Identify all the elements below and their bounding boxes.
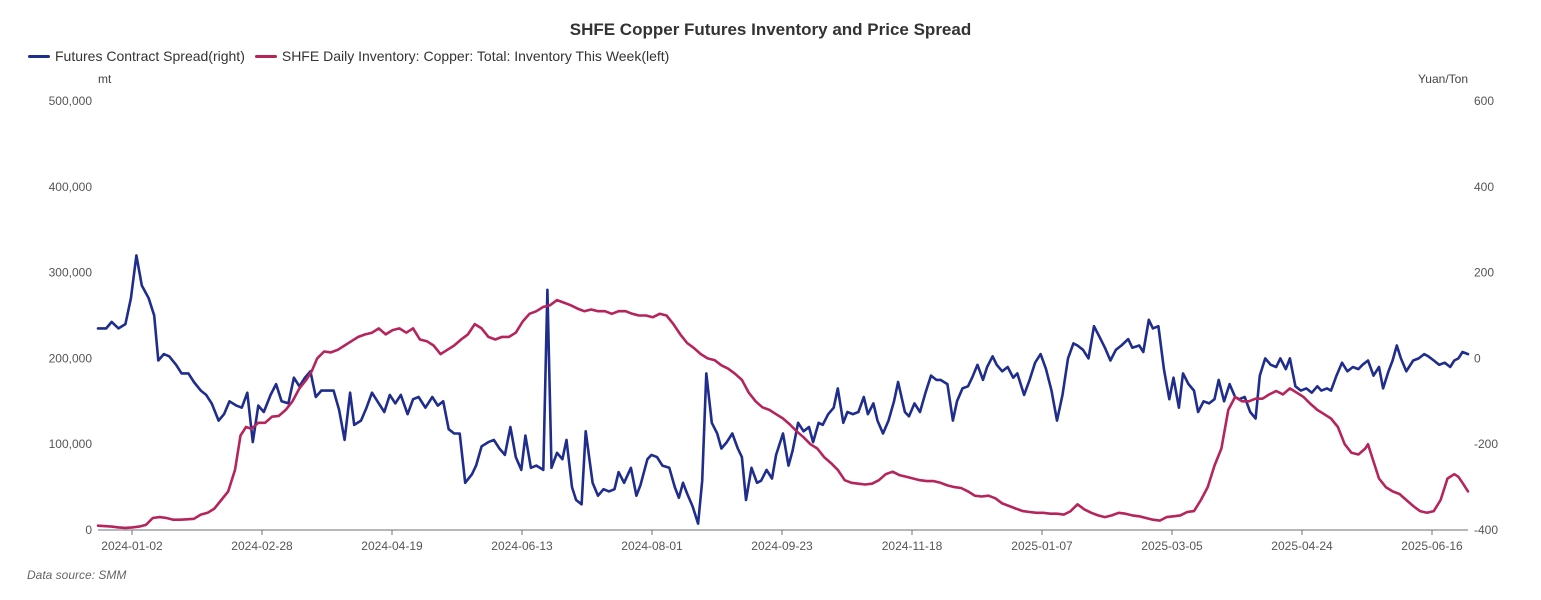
legend-item-inventory[interactable]: SHFE Daily Inventory: Copper: Total: Inv… — [254, 48, 670, 64]
right-axis-tick-label: 400 — [1474, 180, 1494, 194]
x-axis-tick-label: 2025-06-16 — [1401, 539, 1463, 553]
legend: Futures Contract Spread(right) SHFE Dail… — [28, 48, 679, 64]
legend-swatch-spread — [28, 54, 50, 58]
x-axis-tick-label: 2024-09-23 — [751, 539, 813, 553]
left-axis-tick-label: 300,000 — [49, 266, 93, 280]
x-axis-tick-label: 2024-04-19 — [361, 539, 423, 553]
left-axis-tick-label: 0 — [85, 523, 92, 537]
right-axis-tick-label: 600 — [1474, 94, 1494, 108]
legend-label-spread: Futures Contract Spread(right) — [55, 48, 245, 64]
left-axis-unit: mt — [98, 72, 112, 86]
chart-title: SHFE Copper Futures Inventory and Price … — [569, 20, 972, 39]
legend-item-spread[interactable]: Futures Contract Spread(right) — [28, 48, 245, 64]
right-axis-tick-label: -200 — [1474, 437, 1498, 451]
left-axis-tick-label: 500,000 — [49, 94, 93, 108]
x-axis-tick-label: 2024-06-13 — [491, 539, 553, 553]
x-axis-tick-label: 2024-02-28 — [231, 539, 293, 553]
left-axis-tick-label: 400,000 — [49, 180, 93, 194]
legend-swatch-inventory — [254, 54, 277, 58]
x-axis-tick-label: 2024-08-01 — [621, 539, 683, 553]
right-axis-unit: Yuan/Ton — [1417, 72, 1468, 86]
x-axis-tick-label: 2025-03-05 — [1141, 539, 1203, 553]
left-axis-tick-label: 200,000 — [49, 351, 93, 365]
right-axis-tick-label: -400 — [1474, 523, 1498, 537]
x-axis-tick-label: 2024-01-02 — [101, 539, 163, 553]
right-axis-tick-label: 0 — [1474, 351, 1481, 365]
data-source: Data source: SMM — [27, 568, 127, 582]
series-line-inventory — [96, 298, 1470, 530]
left-axis-tick-label: 100,000 — [49, 437, 93, 451]
x-axis-tick-label: 2025-01-07 — [1011, 539, 1073, 553]
legend-label-inventory: SHFE Daily Inventory: Copper: Total: Inv… — [281, 48, 670, 64]
right-axis-tick-label: 200 — [1474, 266, 1494, 280]
series-line-spread — [96, 254, 1470, 525]
x-axis-tick-label: 2024-11-18 — [882, 539, 943, 553]
x-axis-tick-label: 2025-04-24 — [1271, 539, 1333, 553]
